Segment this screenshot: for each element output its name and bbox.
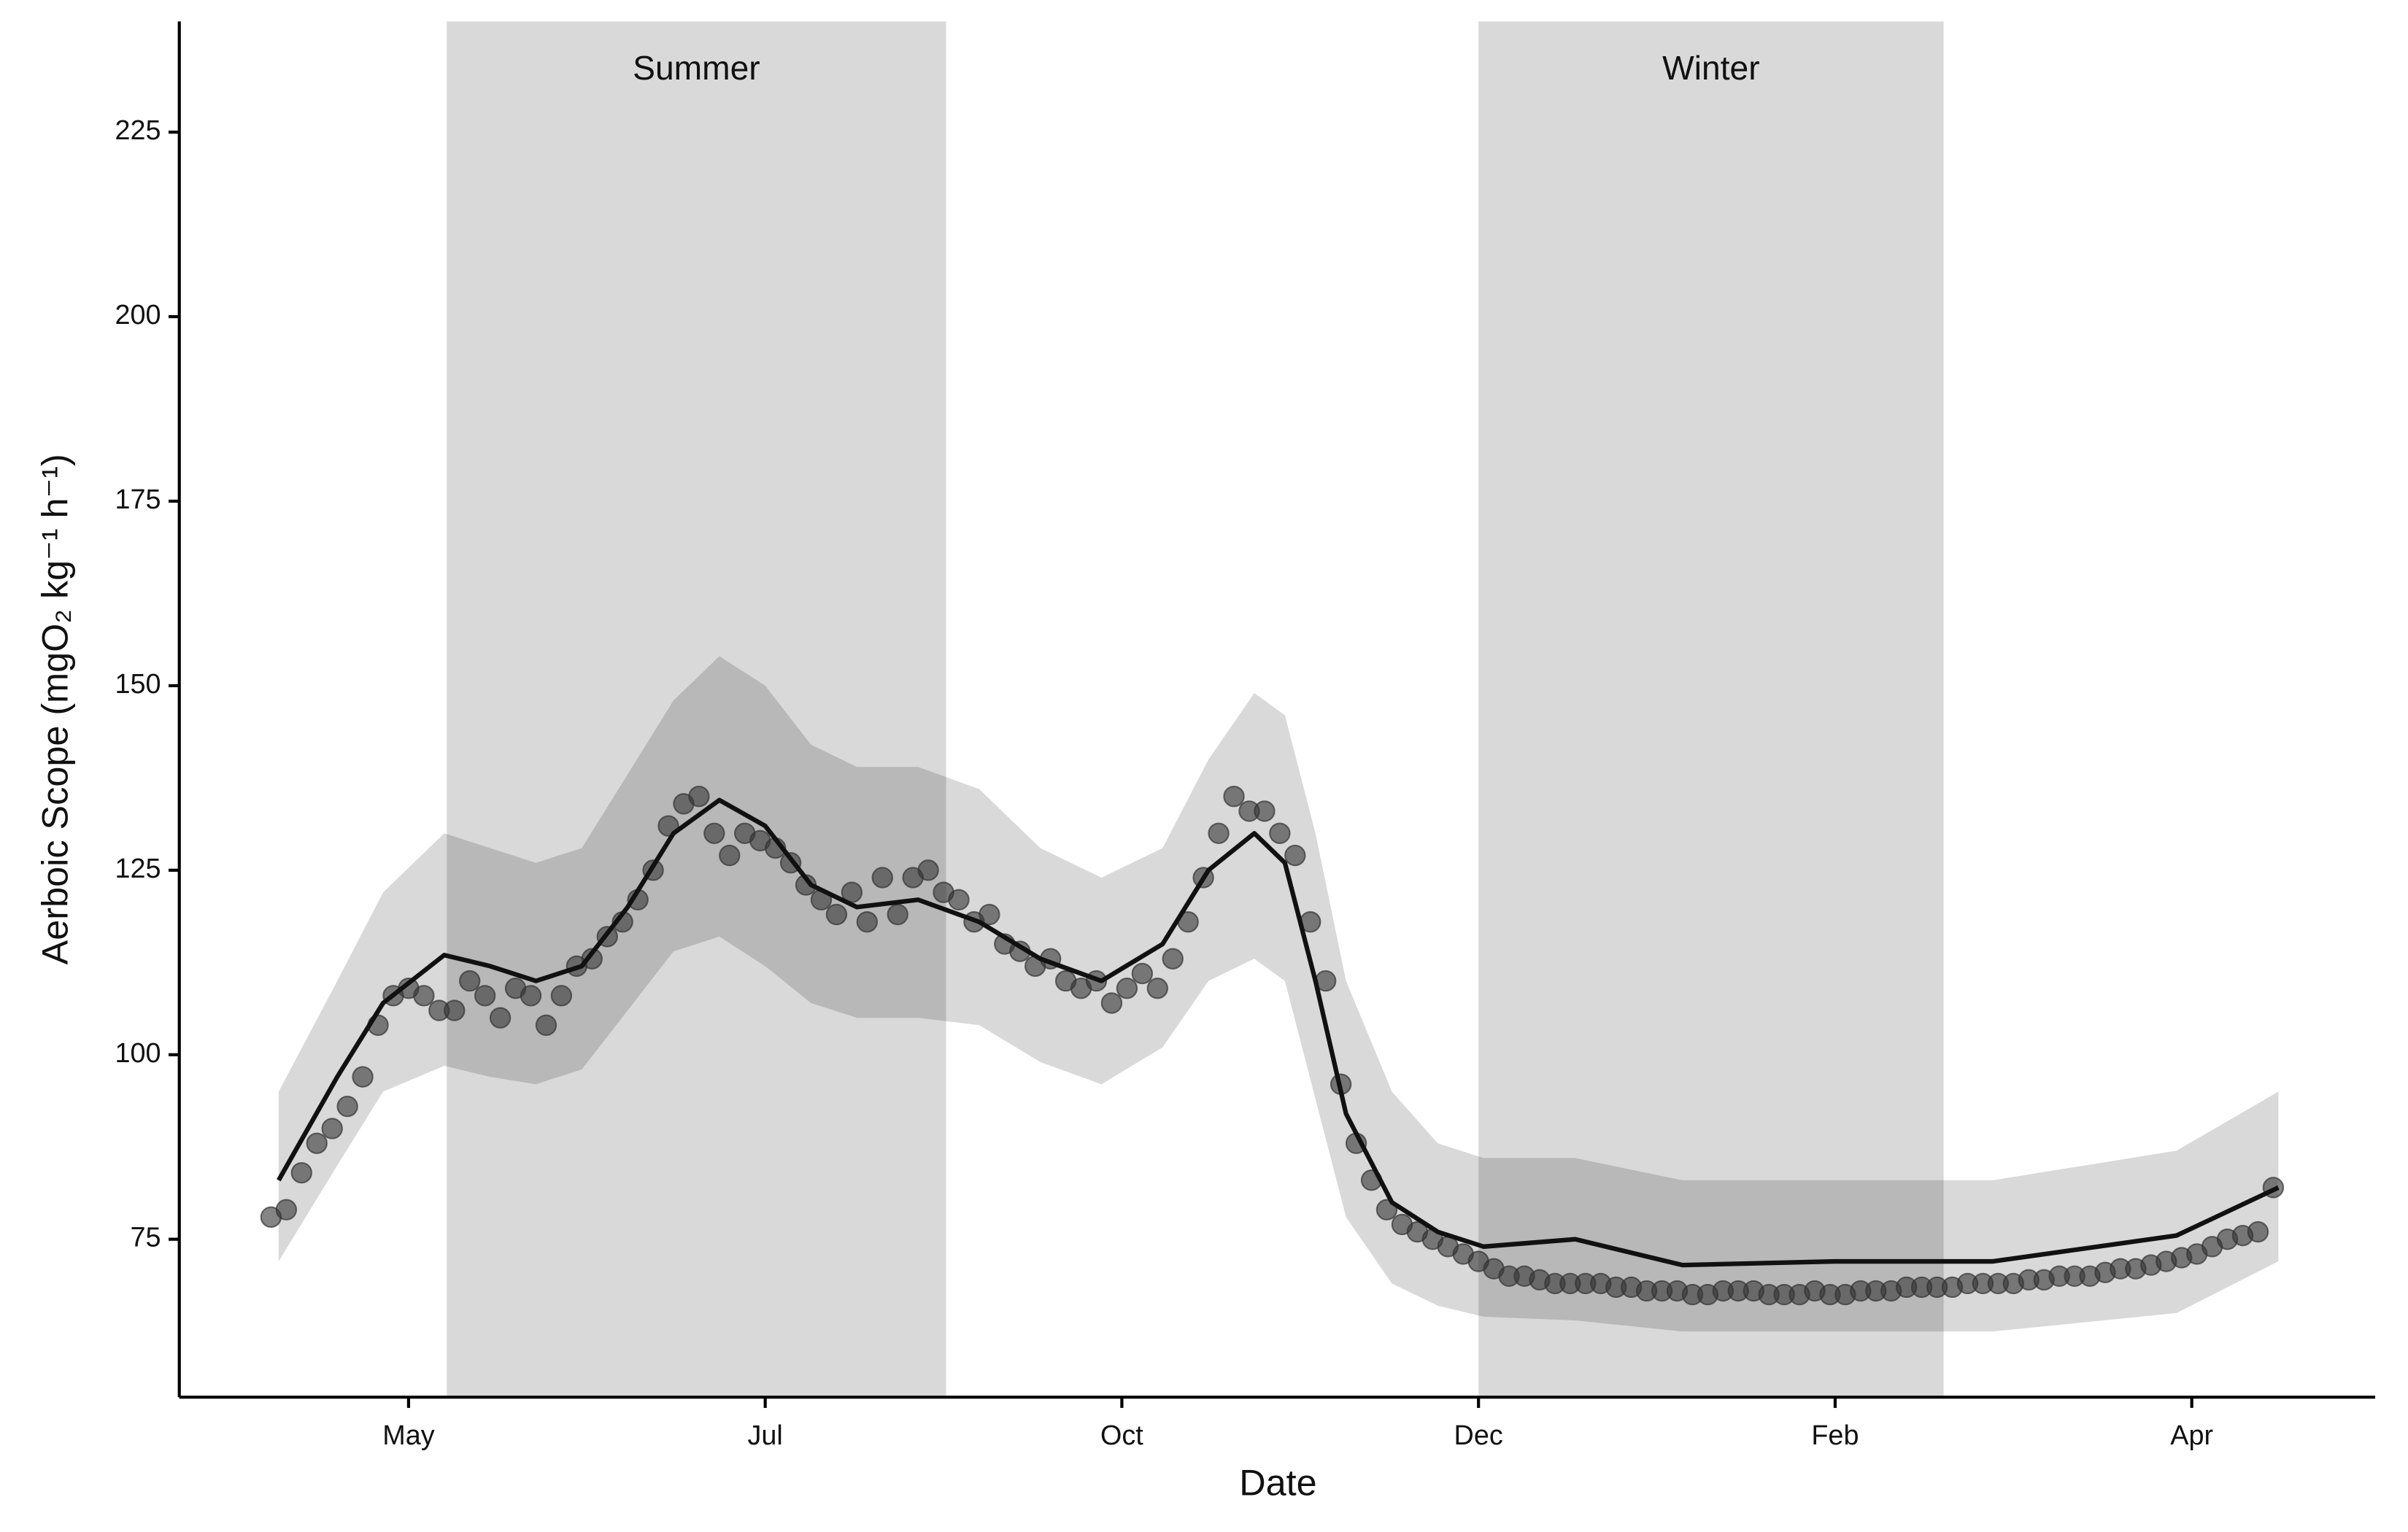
y-tick-label: 225	[115, 115, 161, 146]
data-point	[2247, 1220, 2269, 1243]
regions: Summer Winter	[447, 21, 1944, 1398]
data-point	[535, 1014, 557, 1037]
data-point	[275, 1199, 298, 1220]
y-tick-label: 125	[115, 854, 161, 884]
data-point	[550, 985, 573, 1007]
data-point	[336, 1095, 358, 1118]
confidence-band	[278, 656, 2279, 1332]
data-point	[520, 985, 542, 1007]
y-tick-label: 175	[115, 484, 161, 515]
data-point	[917, 859, 939, 881]
data-point	[1254, 800, 1276, 822]
data-point	[290, 1161, 313, 1184]
y-tick-label: 200	[115, 300, 161, 330]
y-tick-label: 75	[130, 1223, 161, 1253]
data-point	[856, 910, 879, 933]
data-point	[1100, 992, 1123, 1014]
season-region	[1478, 21, 1944, 1398]
data-point	[474, 985, 496, 1007]
data-point	[413, 985, 435, 1007]
data-point	[948, 889, 970, 911]
x-tick-label: Apr	[2170, 1420, 2213, 1451]
band-layer	[278, 656, 2279, 1332]
data-point	[1162, 948, 1184, 970]
season-label: Summer	[633, 49, 760, 87]
x-axis-title: Date	[1239, 1462, 1316, 1504]
data-point	[703, 822, 725, 844]
data-point	[1223, 785, 1245, 808]
x-tick-label: Oct	[1100, 1420, 1143, 1451]
data-point	[306, 1132, 328, 1154]
data-point	[688, 785, 710, 808]
data-point	[1208, 822, 1230, 844]
data-point	[1131, 962, 1154, 985]
fit-line	[277, 797, 2280, 1268]
x-tick-label: Dec	[1454, 1420, 1503, 1451]
y-axis-title: Aerboic Scope (mgO₂ kg⁻¹ h⁻¹)	[34, 454, 75, 964]
axes: 75 100 125 150 175 200 225 May Jul Oct Dec Feb Apr	[115, 21, 2376, 1451]
season-region	[447, 21, 946, 1398]
data-point	[871, 867, 893, 889]
x-tick-label: Feb	[1811, 1420, 1859, 1451]
data-point	[1269, 822, 1291, 844]
data-point	[887, 903, 908, 926]
season-label: Winter	[1662, 49, 1759, 87]
data-point	[352, 1066, 374, 1088]
x-tick-label: May	[382, 1420, 435, 1451]
y-tick-label: 100	[115, 1038, 161, 1069]
x-tick-label: Jul	[748, 1420, 783, 1451]
data-point	[444, 999, 466, 1021]
data-point	[1284, 844, 1306, 867]
data-point	[1146, 978, 1168, 999]
data-point	[825, 903, 848, 926]
y-tick-label: 150	[115, 669, 161, 700]
data-point	[489, 1007, 512, 1029]
data-point	[979, 903, 1000, 926]
data-point	[459, 970, 481, 992]
data-point	[321, 1118, 343, 1140]
points-layer	[260, 785, 2285, 1306]
data-point	[581, 948, 603, 970]
data-point	[1116, 978, 1138, 999]
data-point	[719, 844, 741, 867]
